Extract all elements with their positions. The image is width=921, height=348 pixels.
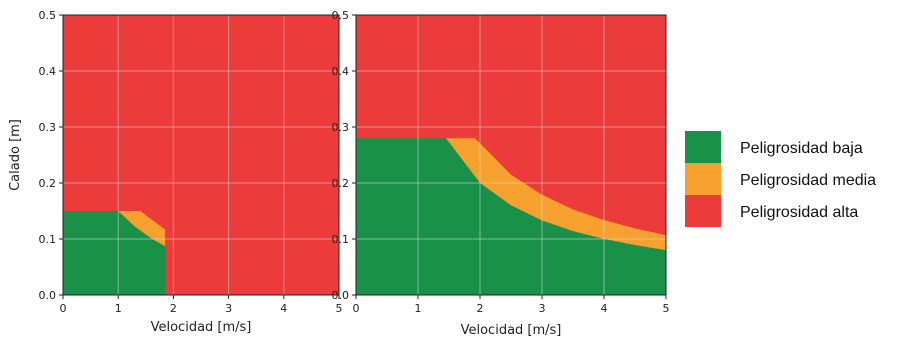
y-tick-label: 0.3: [332, 121, 350, 134]
legend-label-low: Peligrosidad baja: [740, 140, 863, 157]
x-tick-label: 3: [539, 302, 546, 315]
y-tick-label: 0.2: [39, 177, 57, 190]
y-tick-label: 0.0: [39, 289, 57, 302]
y-tick-label: 0.4: [332, 65, 350, 78]
x-axis-label: Velocidad [m/s]: [461, 323, 562, 338]
chart-left: 0 1 2 3 4 5 0.0 0.1 0.2 0.3 0.4 0.5 Velocidad [m/s] C…: [8, 9, 343, 335]
zone-low-area: [63, 211, 166, 295]
x-tick-label: 5: [336, 302, 343, 315]
plot-frame: [62, 14, 340, 296]
y-tick-label: 0.5: [39, 9, 57, 22]
x-tick-label: 4: [601, 302, 608, 315]
x-tick-label: 1: [115, 302, 122, 315]
y-tick-label: 0.1: [39, 233, 57, 246]
x-tick-label: 5: [663, 302, 670, 315]
x-tick-label: 3: [225, 302, 232, 315]
y-axis-label: Calado [m]: [8, 119, 23, 191]
legend-label-high: Peligrosidad alta: [740, 204, 858, 221]
legend-swatch-high: [685, 195, 721, 227]
x-tick-label: 2: [477, 302, 484, 315]
zone-medium-area: [118, 211, 166, 247]
x-tick-label: 0: [60, 302, 67, 315]
legend-swatch-low: [685, 131, 721, 163]
x-tick-label: 2: [170, 302, 177, 315]
y-tick-label: 0.0: [332, 289, 350, 302]
zone-low-area: [356, 138, 666, 295]
x-axis-label: Velocidad [m/s]: [151, 320, 252, 335]
legend-label-medium: Peligrosidad media: [740, 172, 876, 189]
y-tick-label: 0.2: [332, 177, 350, 190]
x-tick-label: 0: [353, 302, 360, 315]
y-tick-label: 0.5: [332, 9, 350, 22]
plot-frame: [355, 14, 667, 296]
legend-swatch-medium: [685, 163, 721, 195]
y-tick-label: 0.3: [39, 121, 57, 134]
legend: Peligrosidad baja Peligrosidad media Pel…: [685, 131, 876, 227]
zone-medium-area: [445, 138, 666, 251]
y-tick-label: 0.4: [39, 65, 57, 78]
y-tick-label: 0.1: [332, 233, 350, 246]
x-tick-label: 1: [415, 302, 422, 315]
x-tick-label: 4: [280, 302, 287, 315]
